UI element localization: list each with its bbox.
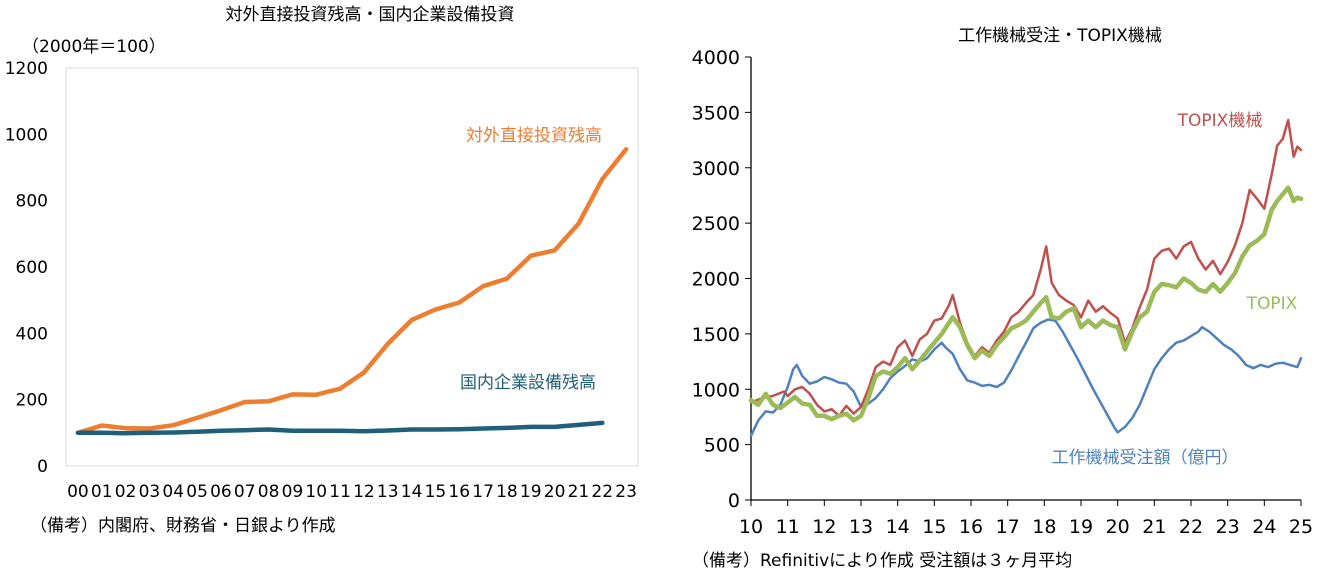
left-y-tick-label: 1000 — [5, 125, 48, 145]
series-line-machine-tool-orders — [749, 318, 1303, 438]
right-chart-title: 工作機械受注・TOPIX機械 — [958, 26, 1162, 46]
series-line-domestic-capex — [75, 420, 605, 436]
left-x-tick-label: 14 — [401, 482, 423, 502]
legend-label-machine-tool-orders: 工作機械受注額（億円） — [1052, 448, 1239, 468]
left-x-tick-label: 03 — [139, 482, 161, 502]
legend-label-topix: TOPIX — [1246, 294, 1298, 314]
right-chart: 工作機械受注・TOPIX機械 0 500 1000 1500 2000 2500 3000 3… — [692, 26, 1313, 571]
right-x-tick-label: 25 — [1289, 516, 1313, 538]
left-x-tick-label: 01 — [91, 482, 113, 502]
right-x-tick-label: 11 — [776, 516, 800, 538]
left-y-tick-label: 1200 — [5, 59, 48, 79]
right-x-tick-label: 10 — [739, 516, 763, 538]
left-x-tick-label: 22 — [591, 482, 613, 502]
left-x-tick-label: 11 — [329, 482, 351, 502]
left-chart: 対外直接投資残高・国内企業設備投資 （2000年＝100） 0200400600… — [5, 5, 639, 536]
left-x-tick-label: 09 — [282, 482, 304, 502]
left-x-tick-label: 06 — [210, 482, 232, 502]
left-x-tick-label: 04 — [162, 482, 184, 502]
left-y-tick-label: 0 — [37, 457, 48, 477]
series-line-topix — [748, 185, 1304, 423]
left-x-tick-label: 15 — [425, 482, 447, 502]
right-x-tick-label: 18 — [1032, 516, 1056, 538]
left-x-tick-label: 00 — [67, 482, 89, 502]
left-x-tick-label: 21 — [568, 482, 590, 502]
series-line-topix-machinery — [749, 118, 1303, 418]
right-chart-panel: 工作機械受注・TOPIX機械 0 500 1000 1500 2000 2500 3000 3… — [660, 0, 1327, 581]
left-x-tick-label: 17 — [472, 482, 494, 502]
left-chart-note: （備考）内閣府、財務省・日銀より作成 — [30, 516, 336, 536]
right-y-tick-label: 3000 — [692, 158, 740, 180]
legend-label-overseas-fdi: 対外直接投資残高 — [466, 126, 602, 146]
right-x-tick-label: 24 — [1252, 516, 1276, 538]
left-x-tick-label: 20 — [544, 482, 566, 502]
right-y-tick-label: 3500 — [692, 102, 740, 124]
legend-label-domestic-capex: 国内企業設備残高 — [460, 373, 596, 393]
left-x-tick-label: 10 — [305, 482, 327, 502]
left-x-tick-label: 07 — [234, 482, 256, 502]
right-y-tick-label: 0 — [728, 490, 740, 512]
right-x-tick-label: 14 — [886, 516, 910, 538]
right-chart-note: （備考）Refinitivにより作成 受注額は３ヶ月平均 — [692, 551, 1072, 571]
left-x-tick-label: 23 — [615, 482, 637, 502]
left-y-tick-label: 600 — [16, 258, 48, 278]
left-x-tick-label: 12 — [353, 482, 375, 502]
right-x-tick-label: 13 — [849, 516, 873, 538]
series-line-overseas-fdi — [75, 147, 629, 436]
right-y-tick-label: 2500 — [692, 213, 740, 235]
right-x-tick-label: 19 — [1069, 516, 1093, 538]
left-x-tick-label: 19 — [520, 482, 542, 502]
right-y-tick-label: 4000 — [692, 47, 740, 69]
left-y-tick-label: 400 — [16, 324, 48, 344]
left-y-tick-label: 800 — [16, 192, 48, 212]
left-x-tick-label: 05 — [186, 482, 208, 502]
right-x-tick-label: 23 — [1216, 516, 1240, 538]
left-x-tick-label: 18 — [496, 482, 518, 502]
left-plot-area — [65, 67, 639, 467]
left-x-tick-label: 08 — [258, 482, 280, 502]
right-x-tick-label: 15 — [922, 516, 946, 538]
right-x-tick-label: 20 — [1106, 516, 1130, 538]
right-x-tick-label: 22 — [1179, 516, 1203, 538]
right-x-tick-label: 12 — [812, 516, 836, 538]
left-y-tick-label: 200 — [16, 391, 48, 411]
right-y-tick-label: 2000 — [692, 269, 740, 291]
left-chart-panel: 対外直接投資残高・国内企業設備投資 （2000年＝100） 0 200 400 600… — [0, 0, 660, 581]
right-x-tick-label: 17 — [996, 516, 1020, 538]
left-chart-title: 対外直接投資残高・国内企業設備投資 — [226, 5, 515, 25]
left-x-tick-label: 16 — [448, 482, 470, 502]
right-y-tick-label: 1500 — [692, 324, 740, 346]
right-y-tick-label: 500 — [704, 435, 740, 457]
right-x-tick-label: 16 — [959, 516, 983, 538]
right-y-tick-label: 1000 — [692, 379, 740, 401]
right-x-tick-label: 21 — [1142, 516, 1166, 538]
legend-label-topix-machinery: TOPIX機械 — [1177, 111, 1263, 131]
left-x-tick-label: 02 — [115, 482, 137, 502]
left-x-tick-label: 13 — [377, 482, 399, 502]
left-chart-unit-label: （2000年＝100） — [22, 37, 166, 57]
